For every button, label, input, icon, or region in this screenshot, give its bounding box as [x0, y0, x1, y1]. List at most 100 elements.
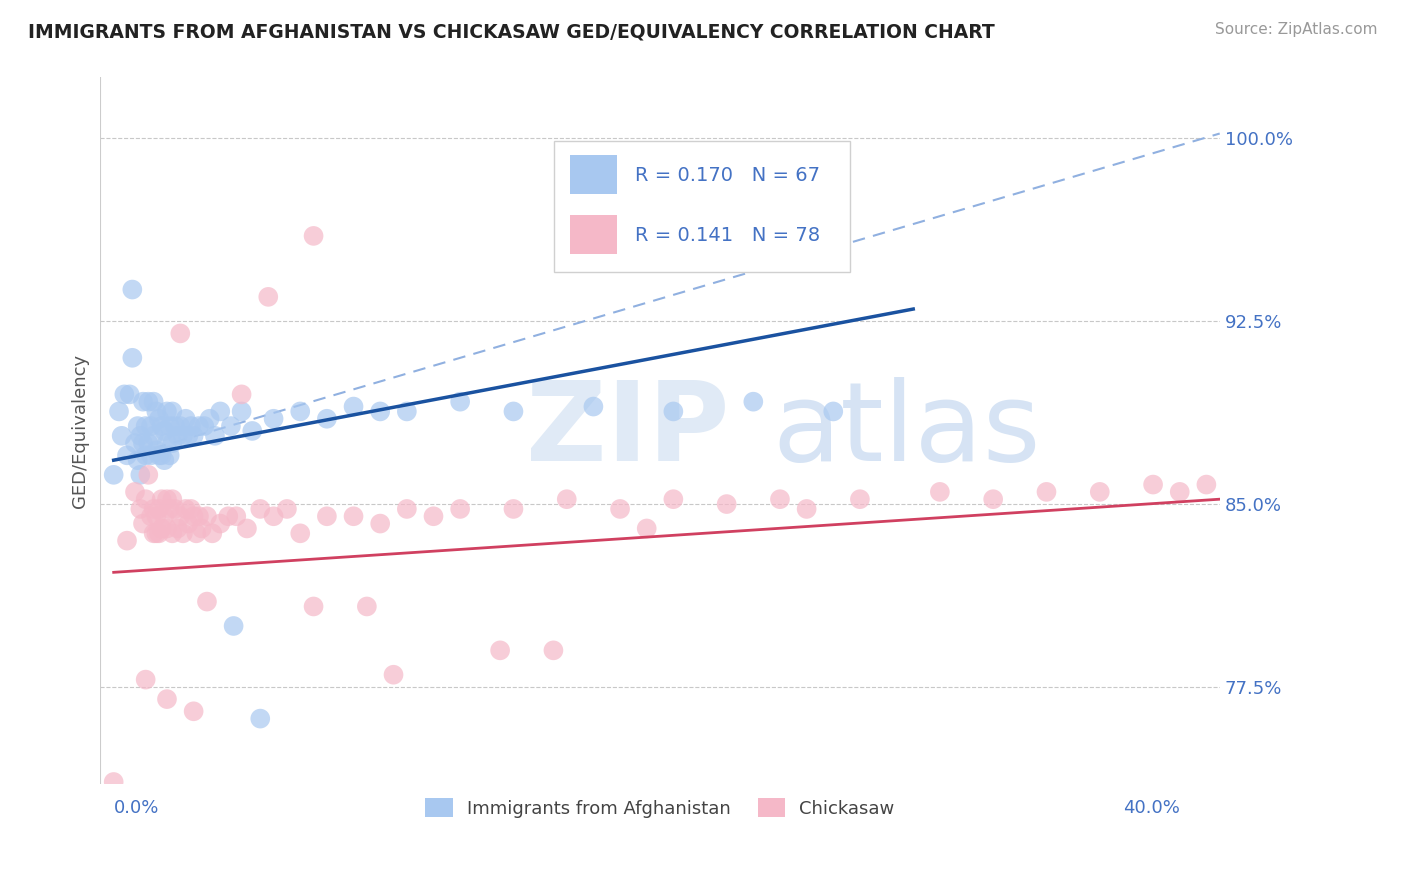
Point: [180, 502, 202, 516]
Point: [796, 502, 818, 516]
Point: [315, 411, 337, 425]
Point: [148, 448, 170, 462]
Point: [543, 643, 565, 657]
Text: 0.0%: 0.0%: [114, 799, 159, 817]
Point: [209, 516, 232, 531]
Legend: Immigrants from Afghanistan, Chickasaw: Immigrants from Afghanistan, Chickasaw: [418, 791, 901, 825]
Point: [150, 448, 173, 462]
Point: [422, 509, 444, 524]
Point: [188, 419, 211, 434]
Point: [142, 429, 165, 443]
Point: [174, 502, 197, 516]
Point: [240, 424, 263, 438]
Point: [118, 387, 141, 401]
Point: [127, 453, 149, 467]
Point: [823, 404, 845, 418]
Point: [153, 453, 176, 467]
Point: [166, 429, 188, 443]
Point: [174, 411, 197, 425]
Point: [209, 404, 232, 418]
FancyBboxPatch shape: [554, 141, 851, 272]
Point: [769, 492, 792, 507]
Point: [156, 404, 179, 418]
Point: [382, 667, 405, 681]
Point: [145, 443, 167, 458]
Point: [153, 509, 176, 524]
Point: [231, 404, 253, 418]
Text: R = 0.141   N = 78: R = 0.141 N = 78: [636, 226, 821, 244]
Bar: [571, 215, 617, 254]
Point: [204, 429, 226, 443]
Point: [172, 526, 194, 541]
Point: [195, 509, 218, 524]
Point: [148, 526, 170, 541]
Point: [636, 521, 658, 535]
Point: [132, 516, 155, 531]
Point: [276, 502, 298, 516]
Point: [302, 599, 325, 614]
Point: [135, 673, 157, 687]
Point: [129, 429, 152, 443]
Point: [395, 404, 418, 418]
Point: [201, 526, 224, 541]
Point: [115, 533, 138, 548]
Point: [121, 351, 143, 365]
Point: [148, 411, 170, 425]
Point: [662, 492, 685, 507]
Point: [150, 492, 173, 507]
Point: [231, 387, 253, 401]
Point: [136, 394, 159, 409]
Point: [135, 419, 157, 434]
Point: [142, 526, 165, 541]
Point: [183, 429, 205, 443]
Point: [742, 394, 765, 409]
Point: [290, 404, 312, 418]
Text: IMMIGRANTS FROM AFGHANISTAN VS CHICKASAW GED/EQUIVALENCY CORRELATION CHART: IMMIGRANTS FROM AFGHANISTAN VS CHICKASAW…: [28, 22, 995, 41]
Text: Source: ZipAtlas.com: Source: ZipAtlas.com: [1215, 22, 1378, 37]
Point: [139, 448, 162, 462]
Point: [342, 509, 364, 524]
Point: [169, 326, 191, 341]
Point: [124, 484, 146, 499]
Point: [1088, 484, 1111, 499]
Point: [188, 509, 211, 524]
Point: [1142, 477, 1164, 491]
Point: [225, 509, 247, 524]
Point: [449, 394, 471, 409]
Point: [502, 404, 524, 418]
Point: [136, 436, 159, 450]
Point: [489, 643, 512, 657]
Point: [198, 411, 221, 425]
Point: [395, 502, 418, 516]
Bar: [571, 155, 617, 194]
Point: [449, 502, 471, 516]
Point: [163, 502, 186, 516]
Point: [222, 619, 245, 633]
Text: atlas: atlas: [772, 377, 1040, 484]
Point: [132, 436, 155, 450]
Text: R = 0.170   N = 67: R = 0.170 N = 67: [636, 166, 821, 185]
Point: [172, 429, 194, 443]
Point: [716, 497, 738, 511]
Point: [368, 516, 391, 531]
Point: [142, 394, 165, 409]
Point: [108, 404, 131, 418]
Point: [135, 448, 157, 462]
Point: [159, 448, 181, 462]
Point: [928, 484, 950, 499]
Point: [103, 467, 125, 482]
Point: [121, 283, 143, 297]
Text: 40.0%: 40.0%: [1123, 799, 1180, 817]
Point: [1168, 484, 1191, 499]
Point: [217, 509, 239, 524]
Point: [263, 509, 285, 524]
Point: [190, 521, 212, 535]
Point: [315, 509, 337, 524]
Point: [124, 436, 146, 450]
Point: [180, 419, 202, 434]
Point: [249, 712, 271, 726]
Point: [166, 521, 188, 535]
Point: [162, 492, 184, 507]
Point: [132, 394, 155, 409]
Point: [169, 419, 191, 434]
